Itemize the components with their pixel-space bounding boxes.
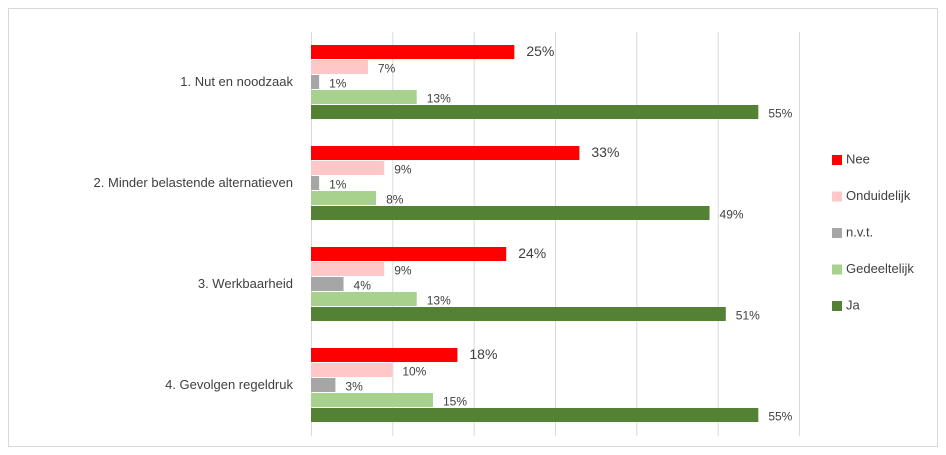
bar xyxy=(311,206,710,220)
value-label: 55% xyxy=(768,107,792,121)
value-label: 10% xyxy=(402,365,426,379)
value-label: 4% xyxy=(354,279,372,293)
bar xyxy=(311,277,344,291)
value-label: 25% xyxy=(526,43,554,59)
value-label: 55% xyxy=(768,410,792,424)
bar xyxy=(311,161,385,175)
bar xyxy=(311,75,320,89)
category-label: 2. Minder belastende alternatieven xyxy=(94,175,293,190)
value-label: 13% xyxy=(427,92,451,106)
value-label: 8% xyxy=(386,193,404,207)
bar xyxy=(311,348,458,362)
bar xyxy=(311,408,759,422)
bar xyxy=(311,292,417,306)
legend-label: Onduidelijk xyxy=(846,188,911,203)
value-label: 51% xyxy=(736,309,760,323)
bar xyxy=(311,247,507,261)
bar xyxy=(311,191,377,205)
bar xyxy=(311,176,320,190)
legend-swatch xyxy=(832,228,842,238)
legend-label: Gedeeltelijk xyxy=(846,261,914,276)
legend-swatch xyxy=(832,191,842,202)
legend-label: Ja xyxy=(846,297,861,312)
legend-swatch xyxy=(832,264,842,275)
bar xyxy=(311,45,515,59)
value-label: 24% xyxy=(518,245,546,261)
bar xyxy=(311,146,580,160)
value-label: 9% xyxy=(394,163,412,177)
category-label: 4. Gevolgen regeldruk xyxy=(165,377,293,392)
legend-label: Nee xyxy=(846,151,870,166)
value-label: 1% xyxy=(329,178,347,192)
bar xyxy=(311,262,385,276)
category-label: 1. Nut en noodzaak xyxy=(180,74,293,89)
value-label: 33% xyxy=(591,144,619,160)
value-label: 9% xyxy=(394,264,412,278)
bar xyxy=(311,393,433,407)
value-label: 7% xyxy=(378,62,396,76)
bar xyxy=(311,60,368,74)
value-label: 13% xyxy=(427,294,451,308)
value-label: 1% xyxy=(329,77,347,91)
value-label: 18% xyxy=(469,346,497,362)
legend-swatch xyxy=(832,155,842,165)
bar xyxy=(311,363,393,377)
bar xyxy=(311,378,336,392)
value-label: 49% xyxy=(720,208,744,222)
value-label: 3% xyxy=(345,380,363,394)
category-label: 3. Werkbaarheid xyxy=(198,276,293,291)
bar xyxy=(311,105,759,119)
chart-border xyxy=(8,8,938,447)
legend-label: n.v.t. xyxy=(846,224,873,239)
bar xyxy=(311,90,417,104)
legend-swatch xyxy=(832,301,842,311)
value-label: 15% xyxy=(443,395,467,409)
bar xyxy=(311,307,726,321)
